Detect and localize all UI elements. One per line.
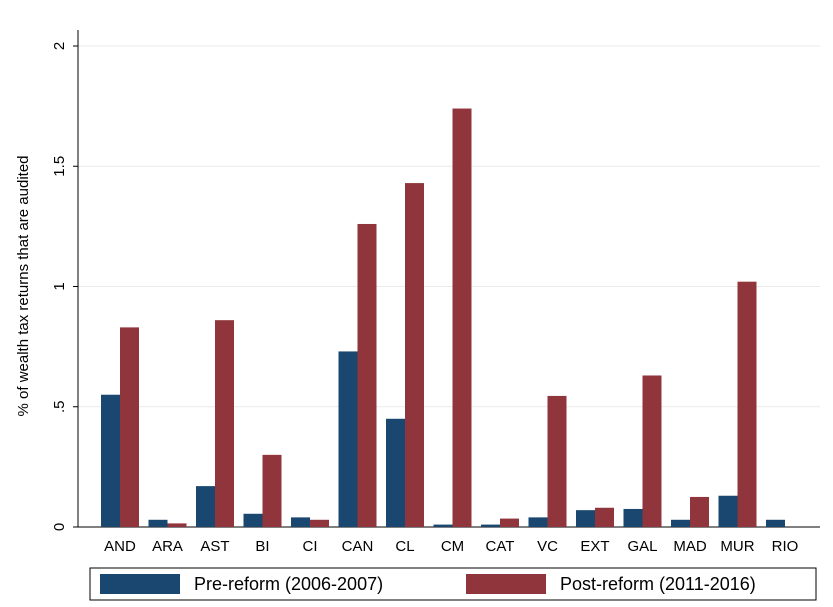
x-tick-label: AND [104, 538, 136, 555]
bar [262, 454, 282, 527]
x-tick-label: CL [395, 538, 414, 555]
y-tick-label: 1 [51, 282, 68, 290]
bar [357, 223, 377, 527]
bar [481, 524, 500, 527]
x-tick-label: VC [537, 538, 558, 555]
bar [452, 108, 472, 527]
bar [595, 507, 614, 527]
bar [148, 519, 168, 527]
bar [338, 351, 358, 527]
bar [690, 496, 709, 527]
bar [642, 375, 662, 527]
y-tick-label: 0 [51, 523, 68, 531]
legend-label: Pre-reform (2006-2007) [194, 574, 383, 594]
x-tick-label: AST [200, 538, 229, 555]
bar [547, 395, 567, 527]
bar [576, 510, 595, 527]
bar [386, 418, 405, 527]
y-tick-label: 1.5 [51, 156, 68, 177]
x-tick-label: CAT [486, 538, 515, 555]
bar [120, 327, 139, 527]
x-tick-label: CI [303, 538, 318, 555]
bar [718, 495, 738, 527]
bar [500, 518, 519, 527]
legend-box [89, 567, 817, 601]
bar [737, 281, 757, 527]
bar [671, 519, 690, 527]
x-tick-label: ARA [152, 538, 183, 555]
bar [291, 517, 310, 527]
x-tick-label: MAD [673, 538, 707, 555]
bar [243, 513, 263, 527]
bar [528, 517, 548, 527]
bar [196, 486, 215, 527]
bar [766, 519, 785, 527]
bar [167, 523, 187, 527]
bar [433, 524, 453, 527]
bar [101, 394, 120, 527]
x-tick-label: MUR [720, 538, 754, 555]
x-tick-label: GAL [627, 538, 657, 555]
y-tick-label: .5 [51, 400, 68, 413]
x-tick-label: RIO [772, 538, 799, 555]
legend: Pre-reform (2006-2007) Post-reform (2011-… [89, 567, 817, 601]
x-tick-label: EXT [580, 538, 609, 555]
y-axis-title: % of wealth tax returns that are audited [15, 156, 32, 417]
bar [623, 508, 643, 527]
y-tick-label: 2 [51, 42, 68, 50]
legend-label: Post-reform (2011-2016) [560, 574, 756, 594]
x-tick-label: CAN [342, 538, 374, 555]
bar [405, 183, 424, 527]
legend-swatch [100, 574, 180, 594]
bar [310, 519, 329, 527]
x-tick-label: CM [441, 538, 464, 555]
legend-swatch [466, 574, 546, 594]
x-tick-label: BI [255, 538, 269, 555]
bar [215, 320, 234, 527]
